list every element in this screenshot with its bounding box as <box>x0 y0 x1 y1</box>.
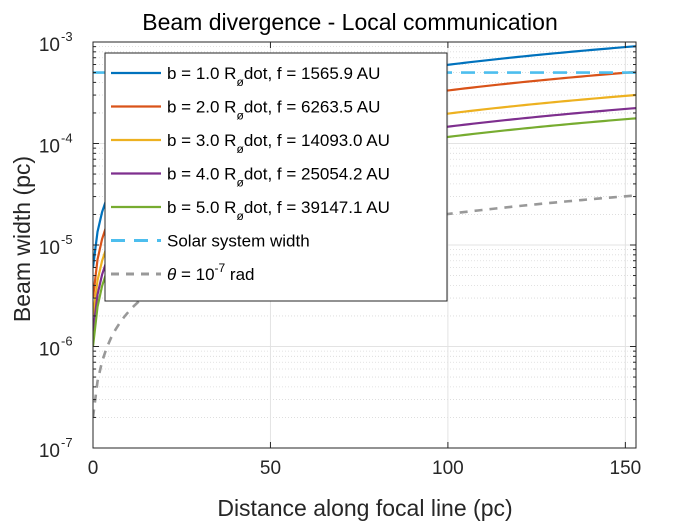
legend-entry-5: b = 5.0 Rødot, f = 39147.1 AU <box>111 198 390 223</box>
legend-label-rest: dot, f = 14093.0 AU <box>244 131 390 150</box>
y-tick-label: 10 -5 <box>39 232 73 259</box>
legend-label: b = 1.0 Rødot, f = 1565.9 AU <box>167 64 380 89</box>
chart-title: Beam divergence - Local communication <box>142 9 557 35</box>
legend: b = 1.0 Rødot, f = 1565.9 AUb = 2.0 Rødo… <box>104 52 448 302</box>
legend-label-subscript: ø <box>236 109 244 123</box>
y-tick-label: 10 -3 <box>39 29 73 56</box>
legend-label-tail: rad <box>225 265 254 284</box>
legend-label: θ = 10-7 rad <box>167 261 255 284</box>
legend-label-text: b = 2.0 R <box>167 98 236 117</box>
legend-entry-2: b = 2.0 Rødot, f = 6263.5 AU <box>111 98 380 123</box>
y-tick-label-exponent: -4 <box>61 131 73 146</box>
y-tick-label-base: 10 <box>39 441 60 462</box>
y-tick-label: 10 -7 <box>39 435 73 462</box>
legend-label: b = 3.0 Rødot, f = 14093.0 AU <box>167 131 390 156</box>
legend-label-text: Solar system width <box>167 232 310 251</box>
legend-entry-7: θ = 10-7 rad <box>111 261 255 284</box>
y-tick-label-exponent: -5 <box>61 232 73 247</box>
legend-label-subscript: ø <box>236 176 244 190</box>
legend-label-text: b = 3.0 R <box>167 131 236 150</box>
legend-label-subscript: ø <box>236 75 244 89</box>
legend-label-text: b = 1.0 R <box>167 64 236 83</box>
legend-label-superscript: -7 <box>215 261 226 275</box>
legend-label-rest: dot, f = 6263.5 AU <box>244 98 381 117</box>
legend-label-text: b = 4.0 R <box>167 165 236 184</box>
legend-entry-3: b = 3.0 Rødot, f = 14093.0 AU <box>111 131 390 156</box>
legend-label: b = 2.0 Rødot, f = 6263.5 AU <box>167 98 380 123</box>
x-tick-label: 50 <box>260 458 281 479</box>
legend-label-rest: dot, f = 1565.9 AU <box>244 64 381 83</box>
y-tick-label: 10 -4 <box>39 131 73 158</box>
legend-entry-4: b = 4.0 Rødot, f = 25054.2 AU <box>111 165 390 190</box>
x-tick-label: 150 <box>610 458 642 479</box>
ticks <box>92 41 636 449</box>
legend-label-rest: = 10 <box>176 265 214 284</box>
legend-entry-6: Solar system width <box>111 232 310 251</box>
legend-label-subscript: ø <box>236 209 244 223</box>
x-axis-label: Distance along focal line (pc) <box>217 495 512 521</box>
legend-label-rest: dot, f = 25054.2 AU <box>244 165 390 184</box>
legend-label-rest: dot, f = 39147.1 AU <box>244 198 390 217</box>
y-tick-label-exponent: -3 <box>61 29 73 44</box>
y-tick-label-exponent: -7 <box>61 435 73 450</box>
y-tick-label-base: 10 <box>39 35 60 56</box>
y-tick-label-base: 10 <box>39 340 60 361</box>
y-axis-label: Beam width (pc) <box>9 156 35 322</box>
legend-box <box>104 52 448 302</box>
y-tick-labels: 10-710-610-510-410-3 <box>39 29 73 462</box>
y-tick-label-base: 10 <box>39 137 60 158</box>
y-tick-label-exponent: -6 <box>61 334 73 349</box>
x-tick-labels: 0 50 100 150 <box>88 458 641 479</box>
legend-label-theta: θ <box>167 265 177 284</box>
legend-label: b = 4.0 Rødot, f = 25054.2 AU <box>167 165 390 190</box>
legend-label: b = 5.0 Rødot, f = 39147.1 AU <box>167 198 390 223</box>
y-tick-label-base: 10 <box>39 238 60 259</box>
legend-label: Solar system width <box>167 232 310 251</box>
y-tick-label: 10 -6 <box>39 334 73 361</box>
legend-entry-1: b = 1.0 Rødot, f = 1565.9 AU <box>111 64 380 89</box>
legend-label-subscript: ø <box>236 142 244 156</box>
legend-label-text: b = 5.0 R <box>167 198 236 217</box>
x-tick-label: 0 <box>88 458 99 479</box>
x-tick-label: 100 <box>432 458 464 479</box>
